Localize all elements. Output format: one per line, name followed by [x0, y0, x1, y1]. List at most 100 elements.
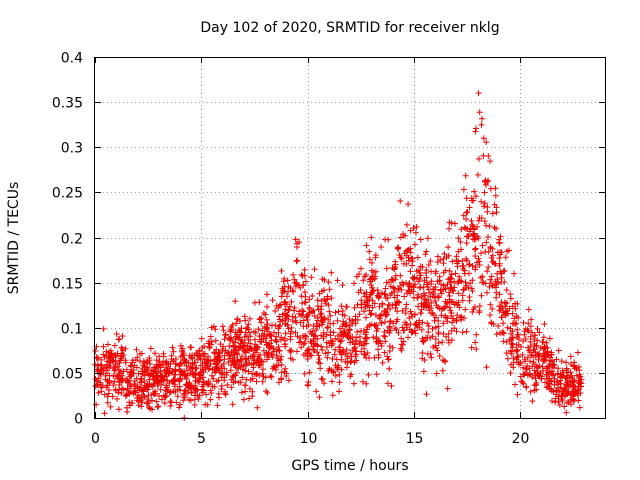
data-point	[263, 326, 270, 333]
data-point	[540, 334, 547, 341]
data-point	[375, 346, 382, 353]
data-point	[535, 352, 542, 359]
data-point	[199, 383, 206, 390]
data-point	[446, 304, 453, 311]
data-point	[433, 302, 440, 309]
data-point	[539, 363, 546, 370]
data-point	[567, 369, 574, 376]
data-point	[424, 283, 431, 290]
data-point	[207, 333, 214, 340]
data-point	[285, 316, 292, 323]
data-point	[220, 360, 227, 367]
data-point	[522, 335, 529, 342]
data-point	[251, 299, 258, 306]
data-point	[115, 406, 122, 413]
data-point	[227, 328, 234, 335]
data-point	[571, 377, 578, 384]
data-point	[373, 321, 380, 328]
data-point	[578, 383, 585, 390]
data-point	[114, 350, 121, 357]
data-point	[453, 328, 460, 335]
data-point	[298, 293, 305, 300]
data-point	[416, 284, 423, 291]
data-point	[113, 331, 120, 338]
data-point	[527, 323, 534, 330]
data-point	[385, 356, 392, 363]
y-tick-label: 0.25	[52, 186, 83, 202]
data-point	[508, 350, 515, 357]
data-point	[214, 354, 221, 361]
data-point	[222, 388, 229, 395]
data-point	[563, 365, 570, 372]
data-point	[92, 347, 99, 354]
data-point	[400, 231, 407, 238]
data-point	[576, 404, 583, 411]
data-point	[230, 338, 237, 345]
data-point	[553, 356, 560, 363]
data-point	[469, 221, 476, 228]
data-point	[458, 278, 465, 285]
data-point	[326, 286, 333, 293]
data-point	[225, 359, 232, 366]
x-axis-title: GPS time / hours	[291, 458, 408, 474]
data-point	[201, 356, 208, 363]
data-point	[234, 331, 241, 338]
data-point	[358, 304, 365, 311]
data-point	[272, 307, 279, 314]
data-point	[149, 406, 156, 413]
data-point	[119, 347, 126, 354]
data-point	[453, 253, 460, 260]
data-point	[243, 325, 250, 332]
data-point	[185, 396, 192, 403]
data-point	[471, 188, 478, 195]
data-point	[144, 358, 151, 365]
data-point	[226, 352, 233, 359]
data-point	[384, 305, 391, 312]
data-point	[423, 391, 430, 398]
data-point	[356, 333, 363, 340]
data-point	[351, 341, 358, 348]
data-point	[444, 385, 451, 392]
data-point	[158, 396, 165, 403]
data-point	[458, 314, 465, 321]
data-point	[346, 316, 353, 323]
data-point	[228, 326, 235, 333]
data-point	[154, 404, 161, 411]
data-point	[301, 289, 308, 296]
data-point	[308, 352, 315, 359]
data-point	[336, 336, 343, 343]
data-point	[294, 333, 301, 340]
data-point	[366, 302, 373, 309]
data-point	[309, 292, 316, 299]
data-point	[143, 369, 150, 376]
x-tick-label: 0	[91, 431, 100, 447]
data-point	[273, 333, 280, 340]
data-point	[575, 397, 582, 404]
data-point	[403, 321, 410, 328]
data-point	[504, 355, 511, 362]
data-point	[116, 359, 123, 366]
data-point	[492, 185, 499, 192]
data-point	[381, 318, 388, 325]
data-point	[391, 265, 398, 272]
data-point	[287, 328, 294, 335]
data-point	[438, 312, 445, 319]
data-point	[311, 266, 318, 273]
data-point	[481, 189, 488, 196]
data-point	[482, 178, 489, 185]
data-point	[473, 259, 480, 266]
data-point	[534, 325, 541, 332]
data-point	[327, 328, 334, 335]
data-point	[127, 362, 134, 369]
data-point	[437, 257, 444, 264]
data-point	[279, 311, 286, 318]
data-point	[242, 317, 249, 324]
data-point	[252, 330, 259, 337]
data-point	[421, 277, 428, 284]
data-point	[214, 402, 221, 409]
data-point	[435, 323, 442, 330]
data-point	[358, 327, 365, 334]
data-point	[268, 373, 275, 380]
data-point	[227, 367, 234, 374]
data-point	[488, 280, 495, 287]
